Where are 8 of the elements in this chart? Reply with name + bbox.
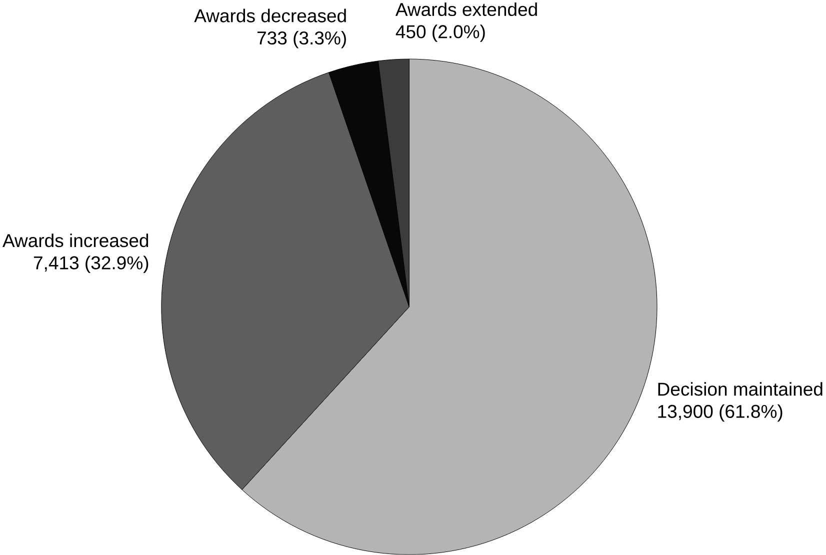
slice-label: Awards increased xyxy=(2,234,148,248)
slice-label: Awards decreased xyxy=(194,8,346,22)
data-label: 450 (2.0%) xyxy=(396,24,485,42)
slice-label: Awards extended xyxy=(395,2,537,16)
data-label: 733 (3.3%) xyxy=(258,31,346,48)
data-label: 7,413 (32.9%) xyxy=(34,256,148,274)
slice-label: Decision maintained xyxy=(658,382,822,396)
data-label: 13,900 (61.8%) xyxy=(658,404,782,422)
